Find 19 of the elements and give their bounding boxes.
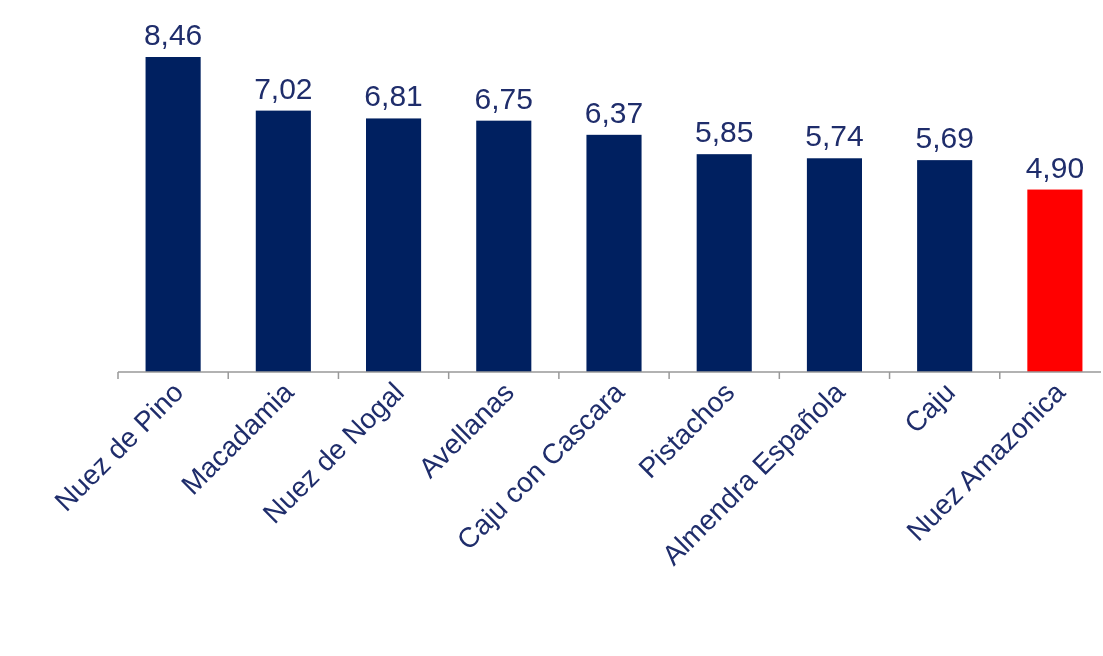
- bar: [696, 154, 752, 372]
- bar: [366, 118, 422, 372]
- bar: [255, 110, 311, 372]
- bar: [476, 120, 532, 372]
- data-label: 5,85: [695, 115, 754, 149]
- data-label: 5,74: [805, 119, 864, 153]
- data-label: 6,37: [584, 95, 644, 129]
- bar: [806, 158, 862, 372]
- data-label: 5,69: [915, 121, 974, 155]
- bar: [917, 160, 973, 372]
- x-tick-label: Caju: [898, 376, 961, 439]
- data-label: 6,81: [364, 79, 423, 113]
- data-label: 4,90: [1025, 150, 1085, 184]
- bar: [586, 134, 642, 372]
- data-label: 7,02: [254, 71, 313, 105]
- bar: [1027, 189, 1083, 372]
- data-label: 6,75: [474, 81, 533, 115]
- bar: [145, 57, 201, 372]
- data-label: 8,46: [143, 18, 203, 51]
